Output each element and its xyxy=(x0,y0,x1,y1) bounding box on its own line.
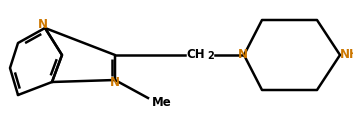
Text: N: N xyxy=(38,19,48,31)
Text: 2: 2 xyxy=(207,51,214,61)
Text: CH: CH xyxy=(186,49,205,61)
Text: NH: NH xyxy=(340,49,353,61)
Text: Me: Me xyxy=(152,95,172,109)
Text: N: N xyxy=(238,49,248,61)
Text: N: N xyxy=(110,76,120,90)
